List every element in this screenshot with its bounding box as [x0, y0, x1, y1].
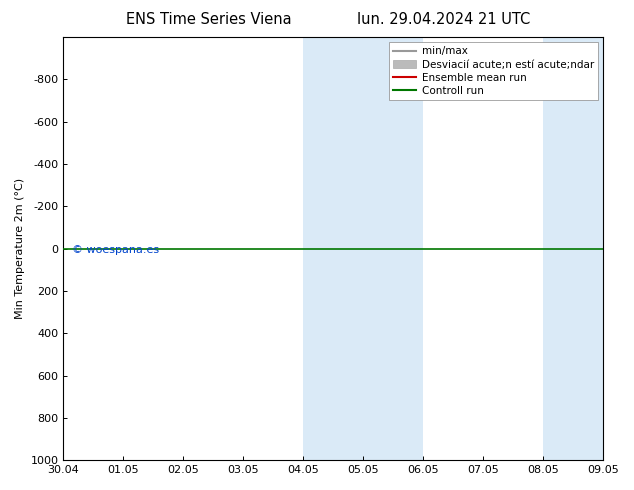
Bar — [543, 37, 603, 460]
Legend: min/max, Desviacií acute;n estí acute;ndar, Ensemble mean run, Controll run: min/max, Desviacií acute;n estí acute;nd… — [389, 42, 598, 100]
Bar — [363, 37, 424, 460]
Y-axis label: Min Temperature 2m (°C): Min Temperature 2m (°C) — [15, 178, 25, 319]
Text: lun. 29.04.2024 21 UTC: lun. 29.04.2024 21 UTC — [357, 12, 531, 27]
Text: ENS Time Series Viena: ENS Time Series Viena — [126, 12, 292, 27]
Bar — [303, 37, 363, 460]
Text: © woespana.es: © woespana.es — [72, 245, 158, 255]
